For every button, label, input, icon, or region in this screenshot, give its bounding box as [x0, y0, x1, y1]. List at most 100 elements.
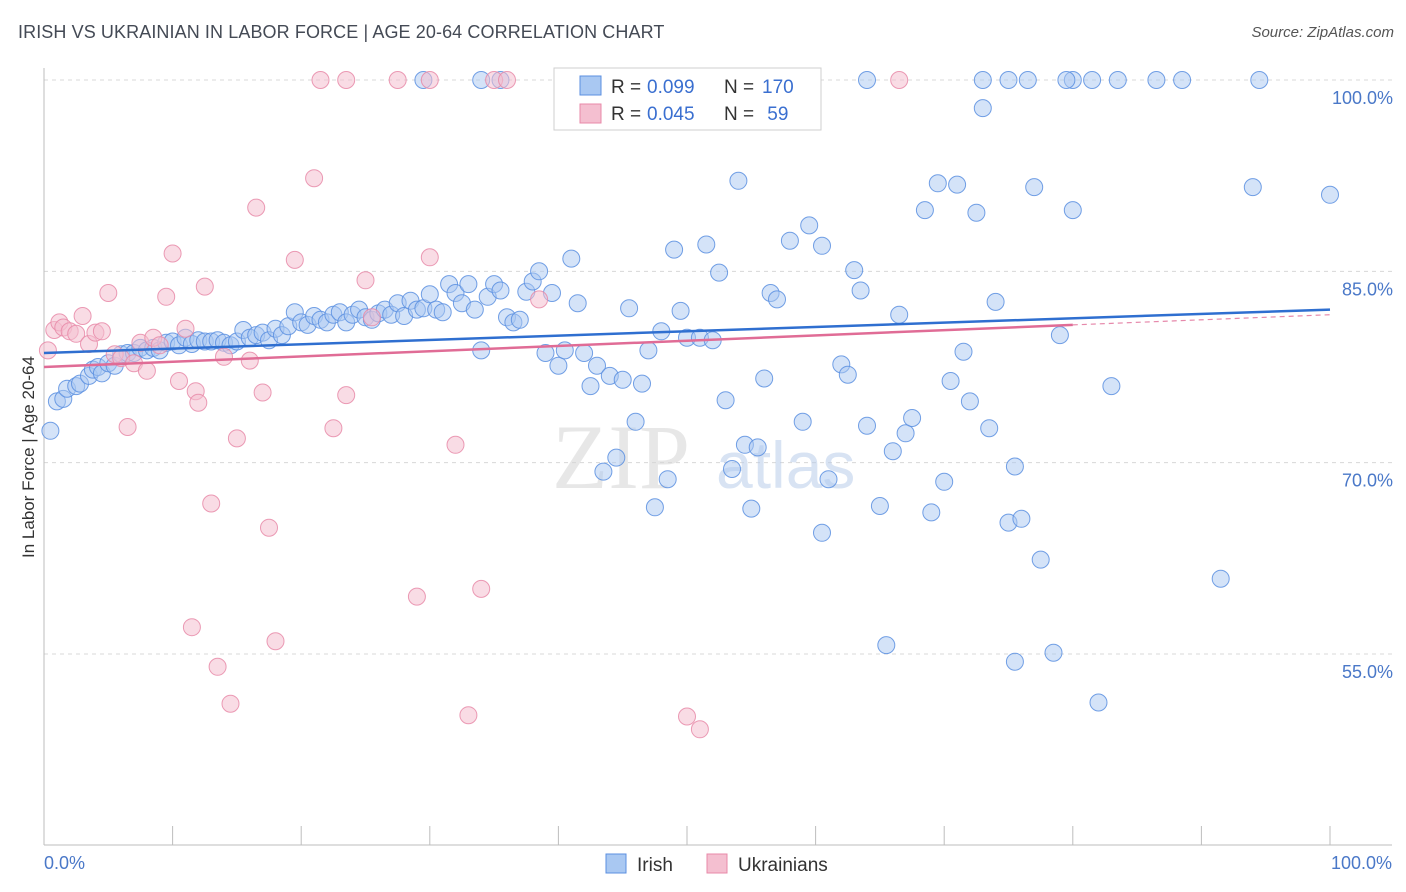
legend-swatch-irish — [605, 853, 627, 874]
data-point-irish — [819, 470, 838, 489]
data-point-ukrainians — [92, 322, 111, 341]
data-point-irish — [1025, 178, 1044, 197]
data-point-irish — [510, 310, 529, 329]
data-point-irish — [851, 281, 870, 300]
data-point-irish — [883, 442, 902, 461]
trend-line-irish — [43, 308, 1331, 355]
data-point-irish — [723, 460, 741, 478]
y-tick-labels: 55.0% 70.0% 85.0% 100.0% — [1332, 88, 1393, 682]
stats-r-value-irish: 0.099 — [647, 77, 695, 98]
data-point-ukrainians — [240, 351, 259, 370]
data-point-ukrainians — [202, 494, 221, 513]
data-point-irish — [967, 203, 986, 222]
data-point-irish — [793, 412, 812, 431]
data-point-ukrainians — [407, 587, 426, 606]
data-point-irish — [549, 356, 568, 375]
trend-line-ukrainians-extension — [1072, 314, 1331, 326]
data-point-irish — [671, 301, 690, 320]
data-point-ukrainians — [157, 287, 176, 306]
x-ticks — [43, 826, 1331, 845]
data-point-irish — [858, 416, 876, 435]
data-point-irish — [710, 263, 729, 282]
data-point-irish — [941, 372, 960, 390]
y-tick-label: 70.0% — [1342, 471, 1393, 491]
data-point-irish — [1044, 643, 1063, 662]
data-point-ukrainians — [215, 347, 233, 366]
data-point-ukrainians — [337, 386, 356, 405]
data-point-irish — [928, 174, 947, 193]
data-point-ukrainians — [195, 277, 214, 296]
data-point-irish — [742, 499, 761, 518]
stats-n-value-irish: 170 — [762, 77, 794, 98]
data-point-irish — [665, 240, 684, 259]
stats-n-label-irish: N = — [724, 77, 754, 98]
stats-r-label-irish: R = — [611, 77, 641, 98]
data-point-irish — [903, 409, 922, 427]
data-point-ukrainians — [324, 419, 343, 438]
data-point-irish — [813, 523, 831, 542]
data-point-ukrainians — [337, 71, 356, 89]
data-point-irish — [562, 249, 581, 268]
data-point-ukrainians — [690, 720, 709, 739]
data-point-ukrainians — [182, 618, 201, 637]
y-axis-title: In Labor Force | Age 20-64 — [19, 356, 38, 558]
data-point-irish — [838, 365, 857, 384]
data-point-ukrainians — [227, 429, 246, 448]
data-point-irish — [780, 231, 799, 250]
data-point-irish — [1250, 71, 1269, 89]
data-point-irish — [465, 300, 484, 319]
data-point-irish — [433, 303, 452, 322]
stats-n-label-ukrainians: N = — [724, 104, 754, 125]
bottom-legend: Irish Ukrainians — [605, 853, 828, 876]
stats-r-value-ukrainians: 0.045 — [647, 104, 695, 125]
data-point-irish — [845, 261, 864, 280]
data-point-irish — [575, 344, 594, 362]
data-point-irish — [581, 377, 600, 396]
data-point-irish — [607, 448, 626, 467]
data-point-ukrainians — [420, 248, 439, 267]
data-point-irish — [530, 262, 549, 281]
data-point-ukrainians — [472, 579, 491, 598]
data-point-irish — [594, 462, 613, 481]
data-point-irish — [858, 71, 876, 89]
data-point-ukrainians — [150, 336, 169, 355]
stats-legend-swatch-ukrainians — [579, 103, 602, 124]
y-tick-label: 55.0% — [1342, 662, 1393, 682]
data-point-ukrainians — [530, 290, 549, 309]
data-point-irish — [1102, 377, 1121, 396]
stats-legend: R = 0.099 N = 170 R = 0.045 N = 59 — [553, 67, 822, 131]
data-point-irish — [870, 497, 889, 515]
data-point-irish — [658, 470, 677, 489]
data-point-ukrainians — [73, 307, 92, 325]
data-point-ukrainians — [305, 169, 324, 188]
data-point-ukrainians — [189, 393, 208, 412]
data-point-irish — [536, 344, 555, 362]
data-point-irish — [755, 369, 774, 388]
data-point-ukrainians — [420, 71, 439, 89]
data-point-ukrainians — [208, 657, 227, 676]
data-point-irish — [999, 71, 1018, 89]
series-ukrainians — [38, 71, 909, 739]
trend-lines — [43, 308, 1331, 369]
data-point-ukrainians — [163, 244, 182, 263]
data-point-irish — [459, 275, 478, 294]
data-point-irish — [1005, 457, 1024, 476]
data-point-ukrainians — [99, 284, 118, 302]
data-point-ukrainians — [38, 341, 57, 360]
legend-label-ukrainians: Ukrainians — [738, 855, 828, 876]
data-point-irish — [588, 356, 606, 375]
data-point-irish — [973, 71, 992, 89]
x-tick-label-min: 0.0% — [44, 853, 85, 873]
data-point-irish — [954, 342, 973, 361]
data-point-irish — [491, 281, 510, 300]
data-point-irish — [922, 503, 941, 522]
data-point-ukrainians — [678, 707, 696, 726]
data-point-ukrainians — [170, 372, 188, 390]
data-point-ukrainians — [260, 518, 278, 537]
data-point-irish — [639, 341, 658, 360]
data-point-ukrainians — [247, 198, 266, 217]
data-point-ukrainians — [176, 319, 195, 338]
data-point-irish — [1063, 201, 1082, 220]
chart-title: IRISH VS UKRAINIAN IN LABOR FORCE | AGE … — [18, 22, 665, 42]
data-point-irish — [568, 294, 587, 313]
